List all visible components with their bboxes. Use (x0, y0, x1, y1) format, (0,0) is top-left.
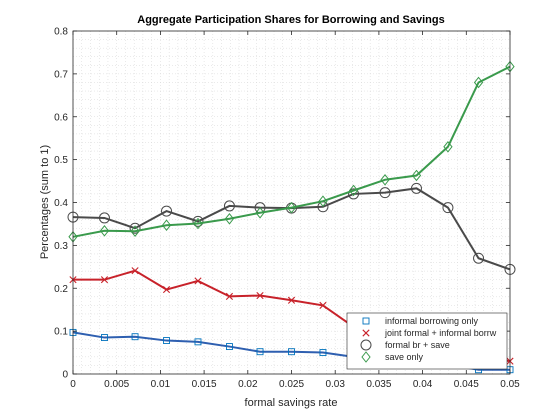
data-point-diamond (130, 225, 140, 238)
x-tick-label: 0.01 (151, 379, 171, 390)
data-point-circle (473, 252, 485, 264)
x-marker-stroke (362, 329, 370, 337)
y-tick-label: 0.7 (54, 69, 68, 80)
data-point-circle (379, 187, 391, 199)
y-tick-label: 0.4 (54, 198, 68, 209)
data-point-x (194, 277, 202, 285)
legend-marker-x (362, 329, 370, 337)
y-tick-label: 0.2 (54, 284, 68, 295)
series-diamond (68, 60, 515, 243)
data-point-x (256, 291, 264, 300)
data-point-diamond (411, 169, 422, 182)
data-point-diamond (473, 76, 484, 89)
data-point-circle (192, 215, 204, 227)
y-tick-label: 0 (62, 370, 68, 381)
y-tick-label: 0.8 (54, 27, 68, 38)
x-marker-stroke (225, 292, 234, 300)
data-point-diamond (443, 140, 453, 153)
legend-box (346, 312, 508, 370)
x-tick-labels: 0 0.005 0.01 0.015 0.02 0.025 0.03 0.035 0.04 0.0… (70, 379, 520, 390)
data-point-square (163, 337, 170, 345)
x-marker-stroke (131, 267, 139, 275)
data-point-diamond (255, 206, 265, 219)
data-point-x (100, 276, 109, 284)
data-point-diamond (99, 224, 110, 237)
x-tick-label: 0.015 (192, 379, 217, 390)
x-axis-label: formal savings rate (245, 397, 338, 409)
data-point-square (319, 349, 327, 357)
axis-ticks (72, 30, 511, 375)
y-axis-label: Percentages (sum to 1) (39, 145, 51, 259)
data-point-square (194, 338, 202, 346)
x-tick-label: 0.005 (104, 379, 129, 390)
x-marker-stroke (319, 301, 327, 309)
series-line (72, 65, 511, 238)
data-point-circle (442, 202, 454, 214)
data-point-x (131, 267, 139, 275)
legend: informal borrowing only joint formal + i… (346, 312, 508, 370)
data-point-x (319, 301, 327, 309)
y-tick-label: 0.5 (54, 155, 68, 166)
data-point-circle (161, 205, 173, 217)
legend-label-save-only: save only (385, 352, 424, 362)
x-marker-stroke (162, 285, 171, 294)
legend-marker-diamond (361, 351, 371, 363)
data-point-circle (410, 182, 422, 194)
data-point-diamond (318, 195, 328, 208)
data-point-square (131, 333, 139, 341)
data-point-x (225, 292, 234, 300)
x-marker-stroke (287, 296, 296, 304)
data-point-circle (348, 188, 360, 200)
data-point-square (225, 343, 233, 351)
x-tick-label: 0 (70, 379, 76, 390)
data-point-diamond (224, 212, 235, 225)
x-marker-stroke (194, 277, 202, 285)
data-point-x (162, 285, 171, 294)
data-point-circle (98, 212, 110, 224)
legend-label-formal-br-save: formal br + save (385, 340, 450, 350)
x-marker-stroke (256, 291, 264, 300)
y-tick-label: 0.3 (54, 241, 68, 252)
chart-title: Aggregate Participation Shares for Borro… (137, 14, 444, 26)
legend-label-joint-borrowing: joint formal + informal borrw (384, 328, 497, 338)
x-tick-label: 0.035 (366, 379, 391, 390)
data-point-circle (223, 200, 235, 212)
data-point-diamond (161, 219, 172, 232)
data-point-square (101, 334, 108, 342)
x-tick-label: 0.02 (238, 379, 258, 390)
x-tick-label: 0.03 (325, 379, 345, 390)
x-tick-label: 0.045 (454, 379, 479, 390)
legend-marker-square (362, 317, 370, 325)
data-point-diamond (193, 217, 203, 230)
x-tick-label: 0.04 (413, 379, 433, 390)
legend-markers (360, 317, 372, 363)
x-tick-label: 0.05 (500, 379, 520, 390)
y-tick-label: 0.1 (54, 327, 68, 338)
y-tick-labels: 0 0.1 0.2 0.3 0.4 0.5 0.6 0.7 0.8 (54, 27, 68, 381)
data-point-x (287, 296, 296, 304)
data-point-diamond (348, 184, 359, 197)
data-point-diamond (286, 201, 297, 214)
legend-marker-circle (360, 339, 372, 351)
x-tick-label: 0.025 (279, 379, 304, 390)
y-tick-label: 0.6 (54, 112, 68, 123)
data-point-square (288, 348, 295, 356)
data-point-diamond (380, 173, 390, 186)
data-point-square (256, 348, 264, 356)
x-marker-stroke (100, 276, 109, 284)
data-point-circle (129, 222, 141, 234)
legend-label-informal-borrowing: informal borrowing only (385, 316, 479, 326)
